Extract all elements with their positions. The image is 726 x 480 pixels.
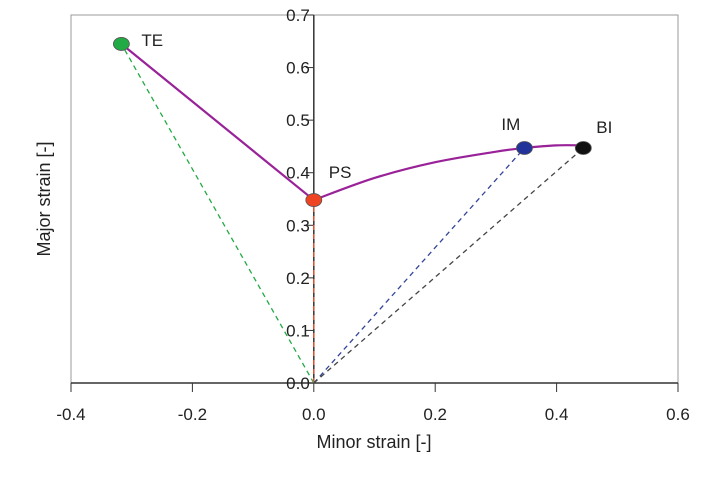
point-label-bi: BI <box>596 118 612 137</box>
y-tick-label: 0.5 <box>286 111 310 130</box>
point-marker-im <box>516 141 533 155</box>
dashed-strain-path <box>313 147 525 384</box>
point-label-te: TE <box>141 31 163 50</box>
point-label-im: IM <box>501 115 520 134</box>
y-tick-label: 0.4 <box>286 164 310 183</box>
point-marker-ps <box>305 193 323 207</box>
dashed-strain-path <box>120 43 315 384</box>
x-tick-label: -0.2 <box>178 405 207 424</box>
dashed-strain-path <box>313 147 584 384</box>
y-tick-label: 0.6 <box>286 59 310 78</box>
plot-frame <box>70 14 679 384</box>
x-tick-label: 0.2 <box>423 405 447 424</box>
y-tick-label: 0.3 <box>286 216 310 235</box>
x-tick-label: 0.4 <box>545 405 569 424</box>
y-axis-label: Major strain [-] <box>34 141 54 256</box>
y-tick-label: 0.1 <box>286 321 310 340</box>
point-marker-te <box>112 37 130 51</box>
y-tick-label: 0.7 <box>286 6 310 25</box>
y-tick-label: 0.2 <box>286 269 310 288</box>
point-label-ps: PS <box>329 163 352 182</box>
y-tick-label: 0.0 <box>286 374 310 393</box>
x-tick-label: -0.4 <box>56 405 85 424</box>
x-tick-label: 0.0 <box>302 405 326 424</box>
forming-limit-curve <box>120 43 584 202</box>
point-marker-bi <box>574 141 592 155</box>
x-tick-label: 0.6 <box>666 405 690 424</box>
x-axis-label: Minor strain [-] <box>316 432 431 452</box>
